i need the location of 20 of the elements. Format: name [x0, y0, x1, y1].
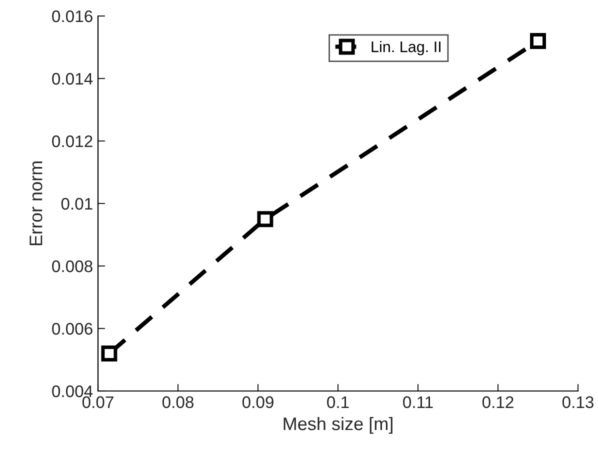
- point: [257, 211, 274, 228]
- x-tick-label: 0.1: [327, 396, 349, 408]
- x-tick-label: 0.11: [403, 396, 433, 408]
- y-tick-label: 0.006: [52, 322, 92, 335]
- x-tick-label: 0.07: [82, 396, 114, 408]
- x-tick-label: 0.09: [242, 396, 274, 408]
- point: [101, 346, 118, 362]
- y-tick-label: 0.014: [52, 72, 93, 85]
- legend-label: Lin. Lag. II: [372, 41, 440, 56]
- y-tick-label: 0.008: [52, 260, 92, 272]
- y-tick-label: 0.016: [52, 10, 92, 22]
- x-tick-label: 0.08: [162, 396, 194, 408]
- y-axis-title: Error norm: [30, 162, 42, 246]
- y-tick-label: 0.004: [52, 385, 93, 398]
- y-tick-label: 0.012: [52, 135, 92, 148]
- y-tick-label: 0.01: [61, 198, 92, 210]
- x-axis-title: Mesh size [m]: [284, 416, 392, 434]
- x-tick-label: 0.13: [562, 396, 594, 408]
- point: [530, 33, 546, 49]
- x-tick-label: 0.12: [482, 396, 514, 408]
